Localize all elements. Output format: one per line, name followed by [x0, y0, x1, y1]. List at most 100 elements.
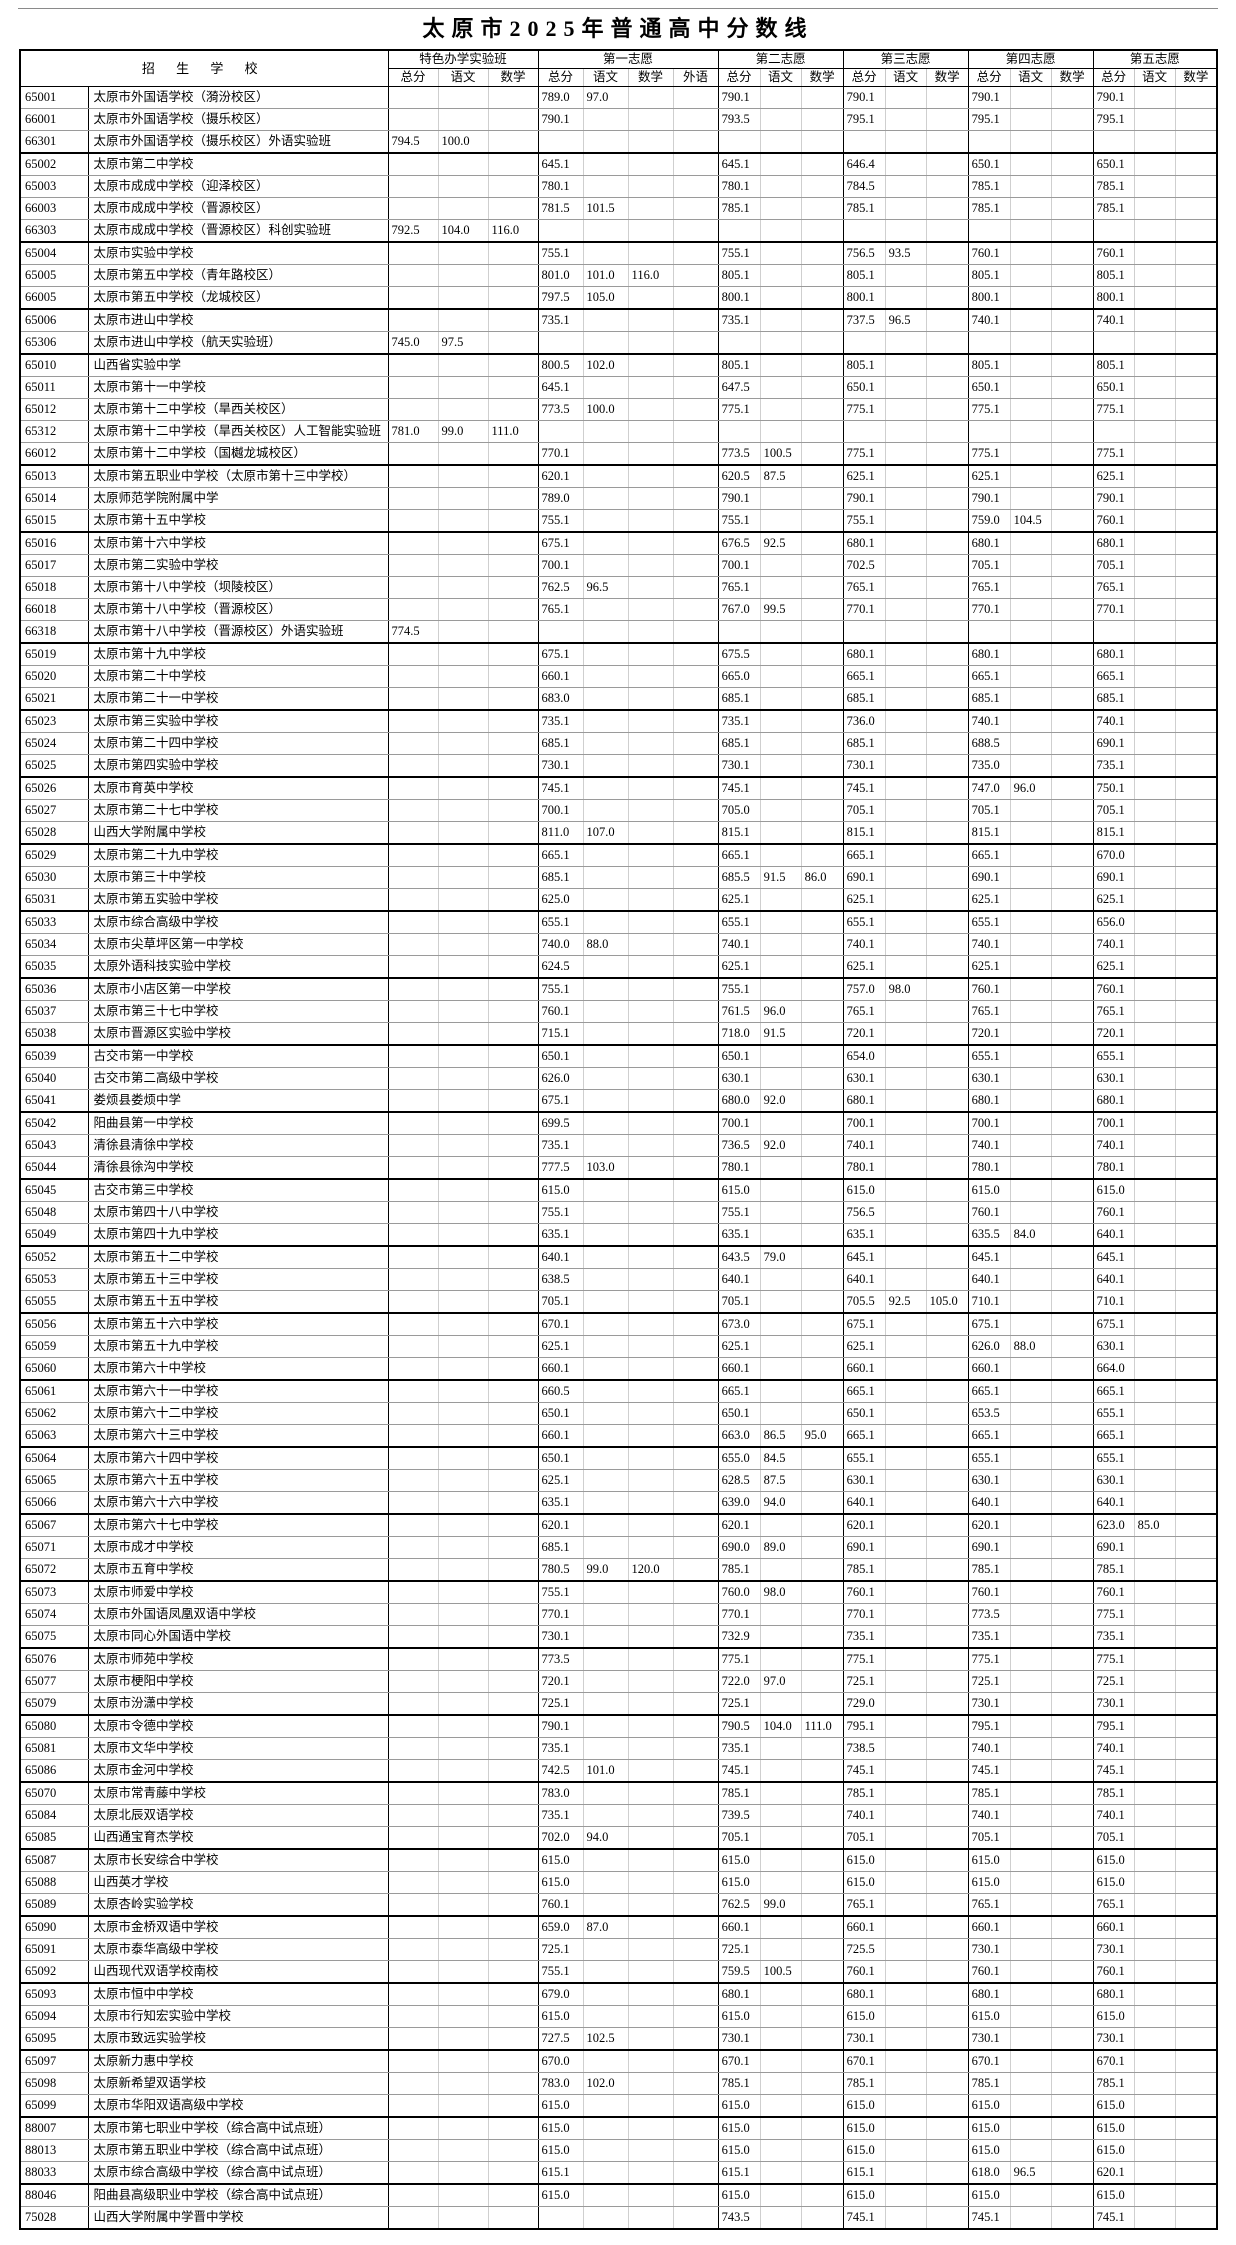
cell-score [1134, 376, 1176, 399]
cell-code: 88033 [20, 2161, 89, 2185]
cell-code: 65005 [20, 264, 89, 287]
cell-score: 705.1 [968, 1826, 1011, 1850]
cell-score: 104.0 [760, 1715, 802, 1738]
cell-score [926, 376, 969, 399]
cell-score: 673.0 [718, 1313, 761, 1336]
cell-score [1134, 643, 1176, 666]
cell-score [388, 1290, 439, 1314]
table-row: 65011 太原市第十一中学校 645.1 647.5 650.1 650.1 650.1 [20, 376, 1218, 399]
cell-score [583, 1983, 629, 2006]
cell-score: 740.1 [843, 933, 886, 956]
cell-score [1010, 1156, 1052, 1180]
cell-score [1010, 732, 1052, 755]
table-row: 65027 太原市第二十七中学校 700.1 705.0 705.1 705.1 705.1 [20, 799, 1218, 822]
cell-score: 111.0 [488, 420, 539, 443]
cell-code: 88046 [20, 2184, 89, 2207]
cell-score [1134, 354, 1176, 377]
cell-score [801, 710, 844, 733]
cell-score: 650.1 [1093, 153, 1135, 176]
cell-score [438, 376, 489, 399]
cell-score [583, 509, 629, 533]
cell-score [438, 777, 489, 800]
cell-score [885, 1670, 927, 1693]
cell-score [628, 1514, 674, 1537]
cell-school-name: 太原市进山中学校 [88, 309, 389, 332]
cell-score: 645.1 [538, 376, 584, 399]
cell-score [1010, 2050, 1052, 2073]
cell-score: 745.1 [843, 2206, 886, 2230]
cell-score [760, 2094, 802, 2118]
cell-score [1134, 687, 1176, 711]
cell-score [885, 219, 927, 243]
cell-score [801, 2184, 844, 2207]
cell-score: 615.0 [968, 2005, 1011, 2028]
cell-score [885, 2117, 927, 2140]
cell-score [760, 1156, 802, 1180]
cell-code: 65312 [20, 420, 89, 443]
cell-score [583, 175, 629, 198]
cell-score [488, 398, 539, 421]
cell-score [488, 1447, 539, 1470]
cell-score [885, 197, 927, 220]
cell-score [1051, 576, 1094, 599]
cell-score [926, 420, 969, 443]
cell-school-name: 太原市外国语学校（摄乐校区）外语实验班 [88, 130, 389, 154]
cell-score: 665.1 [538, 844, 584, 867]
cell-code: 75028 [20, 2206, 89, 2230]
cell-score [1051, 331, 1094, 355]
cell-score: 737.5 [843, 309, 886, 332]
cell-score [628, 1670, 674, 1693]
cell-score [583, 554, 629, 577]
cell-score [1051, 153, 1094, 176]
cell-score [1175, 242, 1218, 265]
cell-score: 805.1 [843, 264, 886, 287]
cell-score [1093, 130, 1135, 154]
cell-score [1134, 1625, 1176, 1649]
cell-score [488, 1849, 539, 1872]
cell-score [1051, 1558, 1094, 1582]
cell-score [926, 1826, 969, 1850]
cell-score: 615.0 [843, 2184, 886, 2207]
cell-code: 66001 [20, 108, 89, 131]
cell-score [885, 1893, 927, 1917]
cell-score [488, 2206, 539, 2230]
cell-score [628, 130, 674, 154]
cell-score [488, 309, 539, 332]
cell-score [488, 554, 539, 577]
cell-score: 790.1 [718, 86, 761, 109]
cell-score [628, 1134, 674, 1157]
cell-score [488, 911, 539, 934]
cell-score [760, 2050, 802, 2073]
cell-score: 790.1 [1093, 487, 1135, 510]
cell-score [1134, 1022, 1176, 1046]
table-row: 65016 太原市第十六中学校 675.1 676.5 92.5 680.1 680.1 68… [20, 532, 1218, 555]
cell-score: 650.1 [538, 1402, 584, 1425]
cell-score: 665.1 [843, 1424, 886, 1448]
cell-score: 660.1 [538, 1424, 584, 1448]
cell-score [1134, 777, 1176, 800]
cell-score: 94.0 [583, 1826, 629, 1850]
cell-score: 615.0 [968, 1849, 1011, 1872]
cell-code: 65052 [20, 1246, 89, 1269]
cell-score [801, 2139, 844, 2162]
cell-score [1175, 1536, 1218, 1559]
table-row: 88033 太原市综合高级中学校（综合高中试点班） 615.1 615.1 615.1 6… [20, 2161, 1218, 2185]
cell-score [885, 1871, 927, 1894]
cell-score: 757.0 [843, 978, 886, 1001]
cell-score [926, 1759, 969, 1783]
cell-school-name: 太原市第十八中学校（坝陵校区） [88, 576, 389, 599]
cell-score [488, 532, 539, 555]
cell-score [438, 1670, 489, 1693]
cell-score: 660.1 [968, 1357, 1011, 1381]
cell-score [1134, 1648, 1176, 1671]
cell-school-name: 太原市综合高级中学校 [88, 911, 389, 934]
cell-score [1134, 1402, 1176, 1425]
cell-score [926, 442, 969, 466]
cell-score: 104.5 [1010, 509, 1052, 533]
table-row: 65004 太原市实验中学校 755.1 755.1 756.5 93.5 760.1 760… [20, 242, 1218, 265]
cell-score [488, 777, 539, 800]
cell-score: 92.5 [885, 1290, 927, 1314]
cell-score [488, 1916, 539, 1939]
cell-score [1051, 1380, 1094, 1403]
cell-school-name: 太原市第二十七中学校 [88, 799, 389, 822]
